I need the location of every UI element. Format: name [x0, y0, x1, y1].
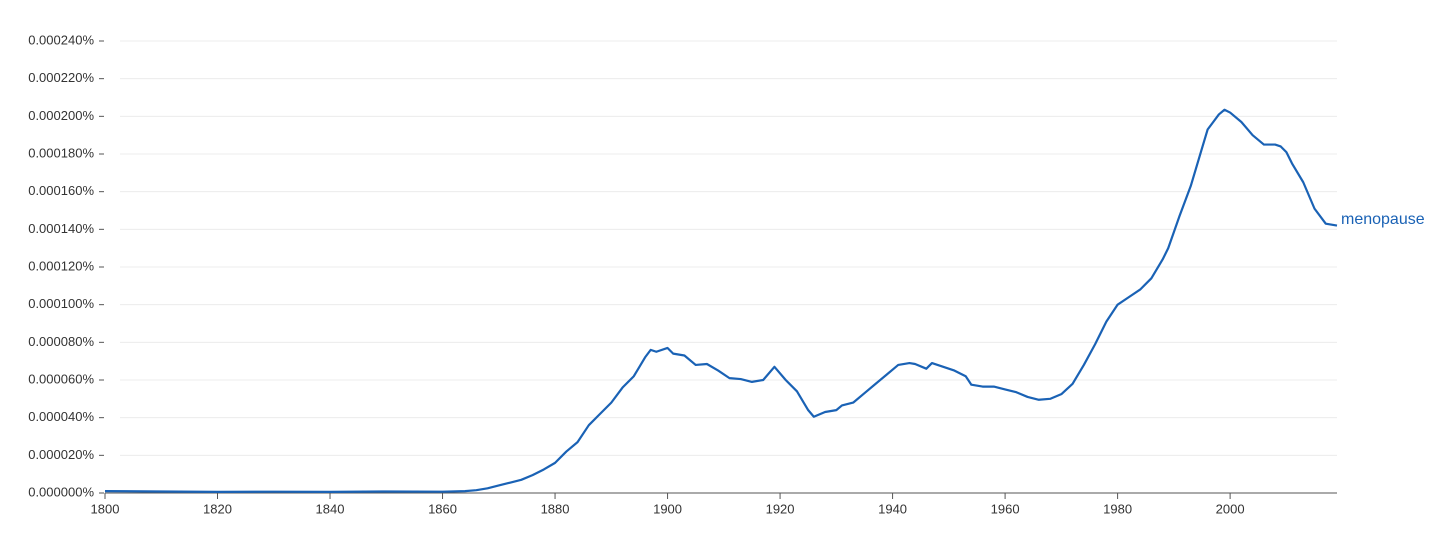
x-tick-label: 1940: [878, 501, 907, 516]
y-tick-label: 0.000220%: [28, 70, 94, 85]
y-tick-label: 0.000060%: [28, 371, 94, 386]
y-tick-label: 0.000080%: [28, 334, 94, 349]
x-tick-label: 1980: [1103, 501, 1132, 516]
x-tick-label: 1920: [766, 501, 795, 516]
y-tick-label: 0.000000%: [28, 484, 94, 499]
line: [104, 108, 1338, 493]
y-tick-label: 0.000120%: [28, 258, 94, 273]
y-tick-label: 0.000140%: [28, 221, 94, 236]
x-tick-label: 1880: [541, 501, 570, 516]
x-tick-label: 1900: [653, 501, 682, 516]
x-tick-label: 1840: [316, 501, 345, 516]
x-tick-label: 2000: [1216, 501, 1245, 516]
x-tick-label: 1800: [91, 501, 120, 516]
x-tick-label: 1960: [991, 501, 1020, 516]
y-tick-label: 0.000100%: [28, 296, 94, 311]
x-tick-label: 1860: [428, 501, 457, 516]
y-tick-label: 0.000180%: [28, 145, 94, 160]
y-tick-label: 0.000040%: [28, 409, 94, 424]
y-tick-label: 0.000200%: [28, 108, 94, 123]
y-tick-label: 0.000160%: [28, 183, 94, 198]
y-tick-label: 0.000020%: [28, 447, 94, 462]
x-tick-label: 1820: [203, 501, 232, 516]
y-tick-label: 0.000240%: [28, 32, 94, 47]
series-label: menopause: [1341, 211, 1425, 228]
